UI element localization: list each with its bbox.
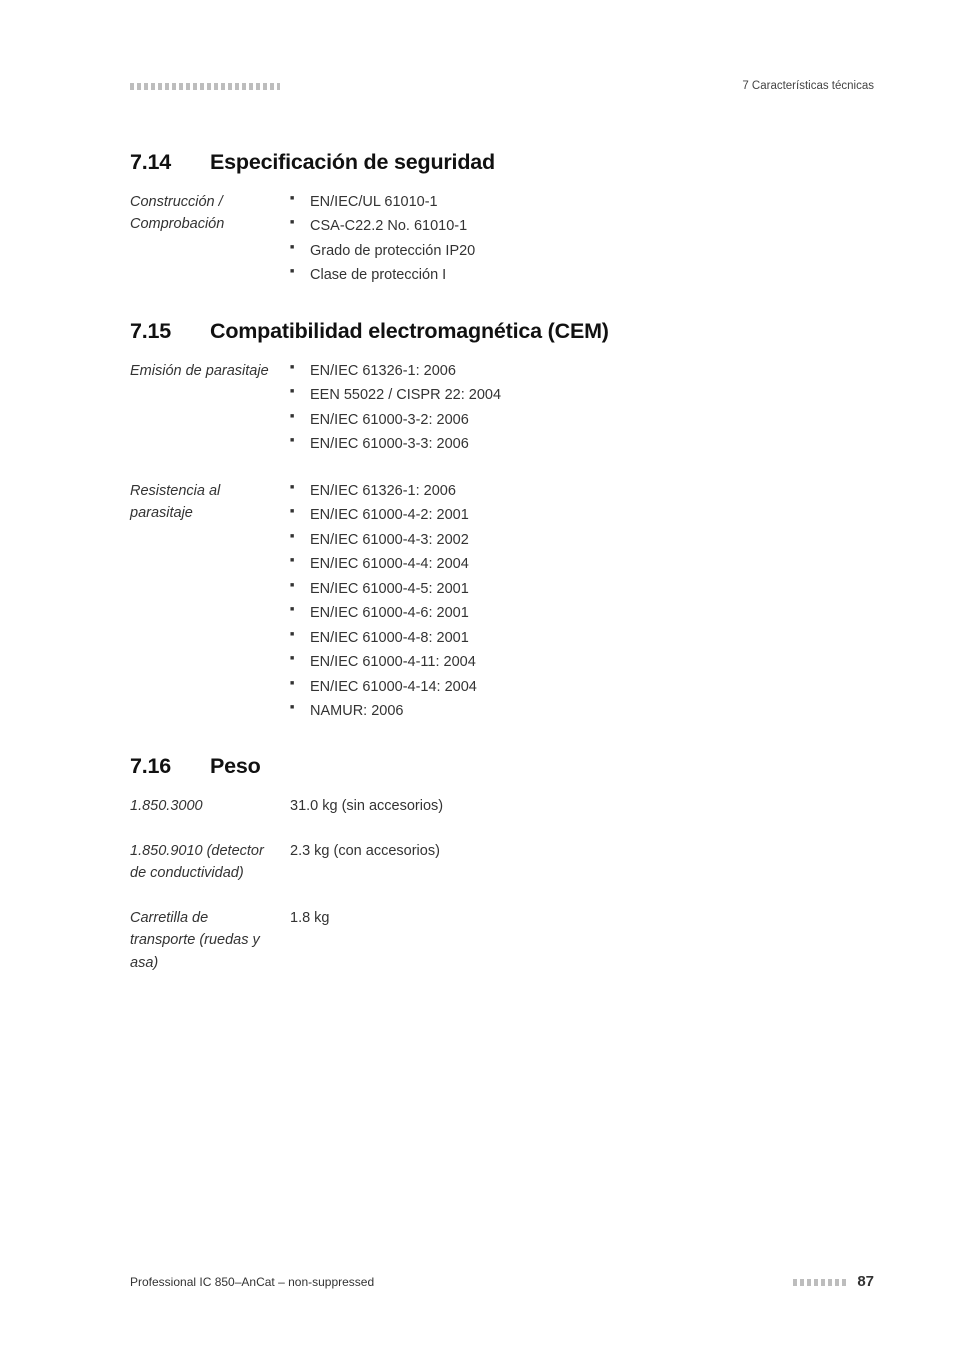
spec-list-item: EN/IEC 61000-3-3: 2006 (290, 433, 874, 455)
section-block: 7.16Peso 1.850.300031.0 kg (sin accesorio… (130, 754, 874, 974)
page-header: 7 Características técnicas (130, 80, 874, 92)
spec-list-item: EN/IEC 61000-4-5: 2001 (290, 578, 874, 600)
spec-label: Emisión de parasitaje (130, 360, 290, 382)
section-number: 7.15 (130, 319, 210, 344)
footer-right: 87 (793, 1273, 874, 1290)
header-right-text: 7 Características técnicas (742, 80, 874, 92)
spec-label: 1.850.3000 (130, 795, 290, 817)
spec-text: 2.3 kg (con accesorios) (290, 843, 440, 859)
spec-label: Construcción / Comprobación (130, 191, 290, 236)
spec-list-item: EEN 55022 / CISPR 22: 2004 (290, 384, 874, 406)
spec-value: EN/IEC 61326-1: 2006EN/IEC 61000-4-2: 20… (290, 480, 874, 725)
section-number: 7.16 (130, 754, 210, 779)
spec-row: 1.850.9010 (detector de conductividad)2.… (130, 840, 874, 885)
section-heading: 7.14Especificación de seguridad (130, 150, 874, 175)
spec-row: Emisión de parasitajeEN/IEC 61326-1: 200… (130, 360, 874, 458)
spec-list-item: EN/IEC 61000-4-8: 2001 (290, 627, 874, 649)
spec-list: EN/IEC 61326-1: 2006EN/IEC 61000-4-2: 20… (290, 480, 874, 723)
spec-list-item: EN/IEC 61000-4-14: 2004 (290, 676, 874, 698)
page-number: 87 (857, 1273, 874, 1290)
spec-row: Construcción / ComprobaciónEN/IEC/UL 610… (130, 191, 874, 289)
spec-list-item: EN/IEC 61000-3-2: 2006 (290, 409, 874, 431)
spec-text: 31.0 kg (sin accesorios) (290, 798, 443, 814)
spec-row: Resistencia al parasitajeEN/IEC 61326-1:… (130, 480, 874, 725)
spec-value: EN/IEC 61326-1: 2006EEN 55022 / CISPR 22… (290, 360, 874, 458)
spec-list-item: CSA-C22.2 No. 61010-1 (290, 215, 874, 237)
spec-list-item: EN/IEC 61000-4-2: 2001 (290, 504, 874, 526)
section-title: Compatibilidad electromagnética (CEM) (210, 319, 609, 343)
spec-value: 2.3 kg (con accesorios) (290, 840, 874, 862)
spec-list-item: EN/IEC 61326-1: 2006 (290, 360, 874, 382)
spec-list-item: EN/IEC 61000-4-6: 2001 (290, 602, 874, 624)
spec-label: Resistencia al parasitaje (130, 480, 290, 525)
spec-label: 1.850.9010 (detector de conductividad) (130, 840, 290, 885)
page-footer: Professional IC 850–AnCat – non-suppress… (130, 1273, 874, 1290)
spec-list-item: Clase de protección I (290, 264, 874, 286)
spec-list-item: EN/IEC 61000-4-3: 2002 (290, 529, 874, 551)
spec-list-item: Grado de protección IP20 (290, 240, 874, 262)
section-block: 7.15Compatibilidad electromagnética (CEM… (130, 319, 874, 725)
spec-value: 31.0 kg (sin accesorios) (290, 795, 874, 817)
section-heading: 7.16Peso (130, 754, 874, 779)
section-title: Peso (210, 754, 261, 778)
spec-list-item: EN/IEC 61000-4-4: 2004 (290, 553, 874, 575)
spec-list-item: EN/IEC 61000-4-11: 2004 (290, 651, 874, 673)
spec-row: 1.850.300031.0 kg (sin accesorios) (130, 795, 874, 817)
spec-row: Carretilla de transporte (ruedas y asa)1… (130, 907, 874, 974)
section-title: Especificación de seguridad (210, 150, 495, 174)
spec-text: 1.8 kg (290, 910, 330, 926)
section-block: 7.14Especificación de seguridad Construcc… (130, 150, 874, 289)
spec-list-item: NAMUR: 2006 (290, 700, 874, 722)
spec-list-item: EN/IEC/UL 61010-1 (290, 191, 874, 213)
spec-list: EN/IEC/UL 61010-1CSA-C22.2 No. 61010-1 Gr… (290, 191, 874, 287)
section-heading: 7.15Compatibilidad electromagnética (CEM… (130, 319, 874, 344)
header-decor-bar (130, 83, 280, 90)
footer-decor-bar (793, 1279, 848, 1286)
content-area: 7.14Especificación de seguridad Construcc… (130, 150, 874, 974)
section-number: 7.14 (130, 150, 210, 175)
footer-left-text: Professional IC 850–AnCat – non-suppress… (130, 1275, 374, 1289)
spec-value: 1.8 kg (290, 907, 874, 929)
spec-list: EN/IEC 61326-1: 2006EEN 55022 / CISPR 22… (290, 360, 874, 456)
spec-label: Carretilla de transporte (ruedas y asa) (130, 907, 290, 974)
spec-list-item: EN/IEC 61326-1: 2006 (290, 480, 874, 502)
spec-value: EN/IEC/UL 61010-1CSA-C22.2 No. 61010-1 Gr… (290, 191, 874, 289)
